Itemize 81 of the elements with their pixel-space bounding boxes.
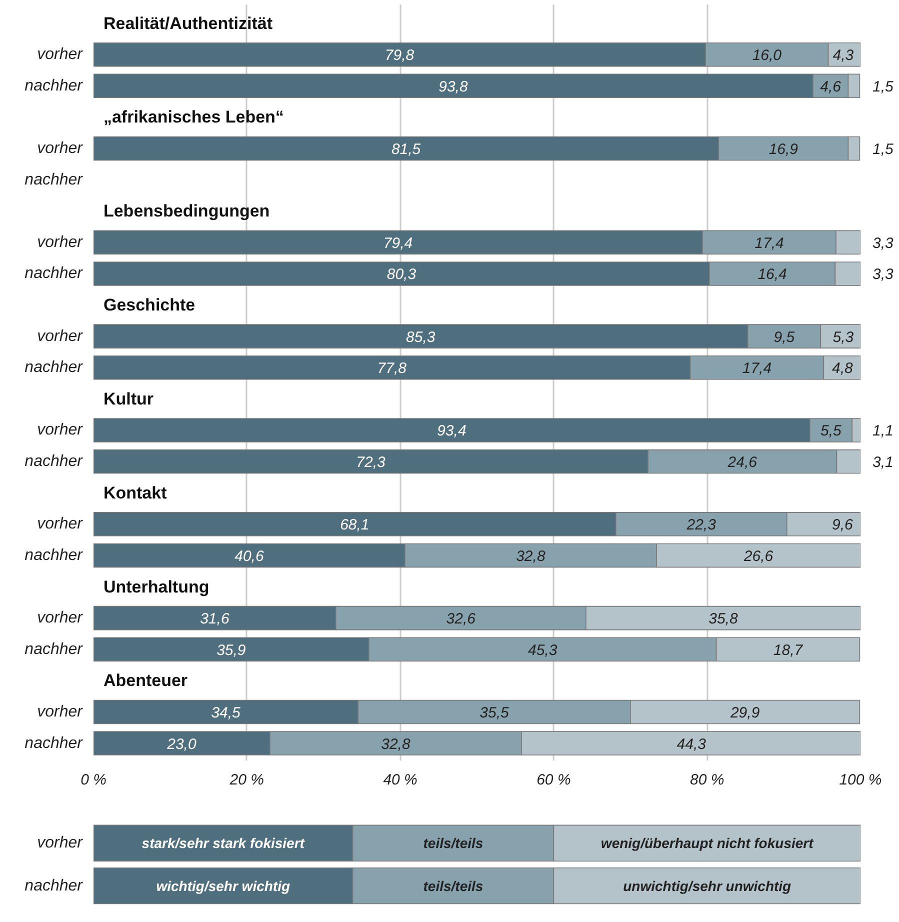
y-tick-label: nachher (24, 77, 84, 94)
y-tick-label: nachher (24, 359, 84, 376)
text: teils/teils (423, 878, 484, 894)
data-label: 16,0 (752, 47, 782, 64)
text: unwichtig/sehr unwichtig (623, 878, 792, 894)
text: stark/sehr stark fokisiert (142, 835, 306, 852)
data-label: 1,5 (872, 78, 894, 96)
data-label: 81,5 (391, 141, 422, 158)
data-label: 32,6 (446, 610, 476, 628)
annotation: Abenteuer (103, 671, 188, 690)
y-tick-label: nachher (24, 171, 84, 188)
data-label: 32,8 (516, 548, 546, 565)
data-label: 44,3 (676, 736, 707, 753)
data-label: 77,8 (377, 360, 408, 378)
data-label: 26,6 (742, 548, 774, 565)
y-tick-label: vorher (37, 610, 84, 627)
data-label: 93,8 (438, 78, 468, 96)
y-tick-label: nachher (24, 453, 84, 470)
data-label: 3,3 (872, 234, 894, 252)
text: wichtig/sehr wichtig (156, 878, 290, 894)
data-label: 79,8 (384, 47, 415, 64)
data-label: 85,3 (406, 328, 436, 346)
data-label: 68,1 (340, 516, 370, 534)
data-label: 35,9 (216, 642, 246, 659)
data-label: 22,3 (686, 516, 717, 534)
data-label: 45,3 (528, 642, 558, 659)
data-label: 5,5 (820, 422, 842, 440)
annotation: Lebensbedingungen (103, 202, 270, 221)
annotation: „afrikanisches Leben“ (103, 108, 284, 127)
data-label: 93,4 (437, 422, 466, 440)
y-tick-label: vorher (37, 140, 84, 157)
data-label: 16,4 (758, 266, 787, 284)
y-tick-label: vorher (37, 703, 84, 720)
data-label: 1,5 (872, 141, 894, 158)
data-label: 4,8 (832, 360, 854, 378)
data-label: 17,4 (742, 360, 772, 378)
text: wenig/überhaupt nicht fokusiert (600, 835, 815, 852)
data-label: 32,8 (381, 736, 411, 753)
y-tick-label: nachher (24, 734, 84, 752)
y-tick-label: nachher (24, 265, 84, 282)
data-label: 40,6 (234, 548, 264, 565)
data-label: 29,9 (729, 704, 760, 722)
data-label: 35,8 (708, 610, 738, 628)
data-label: 34,5 (211, 704, 242, 722)
text: teils/teils (423, 835, 484, 852)
y-tick-label: nachher (24, 546, 84, 564)
y-tick-label: vorher (37, 234, 84, 251)
data-label: 9,5 (774, 328, 796, 346)
data-label: 31,6 (200, 610, 230, 628)
x-tick-label: 80 % (690, 772, 724, 788)
x-tick-label: 60 % (536, 772, 571, 788)
data-label: 3,3 (872, 266, 894, 284)
x-tick-label: 20 % (228, 772, 264, 788)
data-label: 16,9 (768, 141, 799, 158)
y-tick-label: vorher (37, 328, 84, 345)
data-label: 4,6 (820, 78, 842, 96)
data-label: 80,3 (386, 266, 417, 284)
data-label: 5,3 (832, 328, 854, 346)
y-tick-label: nachher (24, 640, 84, 658)
data-label: 4,3 (832, 47, 854, 64)
data-label: 9,6 (832, 516, 854, 534)
y-tick-label: vorher (37, 516, 84, 533)
x-tick-label: 0 % (80, 772, 106, 788)
annotation: Kontakt (103, 483, 168, 502)
x-tick-label: 40 % (383, 772, 418, 788)
data-label: 3,1 (872, 454, 894, 472)
data-label: 72,3 (356, 454, 386, 472)
data-label: 35,5 (480, 704, 510, 722)
x-tick-label: 100 % (839, 772, 882, 788)
data-label: 23,0 (166, 736, 197, 753)
annotation: Unterhaltung (103, 577, 210, 596)
annotation: Kultur (103, 389, 154, 408)
annotation: Geschichte (103, 296, 196, 315)
data-label: 17,4 (754, 234, 784, 252)
y-tick-label: vorher (37, 46, 84, 64)
annotation: Realität/Authentizität (103, 14, 273, 33)
y-tick-label: vorher (37, 422, 84, 439)
data-label: 79,4 (383, 234, 413, 252)
data-label: 18,7 (773, 642, 804, 659)
data-label: 24,6 (726, 454, 758, 472)
data-label: 1,1 (872, 422, 894, 440)
